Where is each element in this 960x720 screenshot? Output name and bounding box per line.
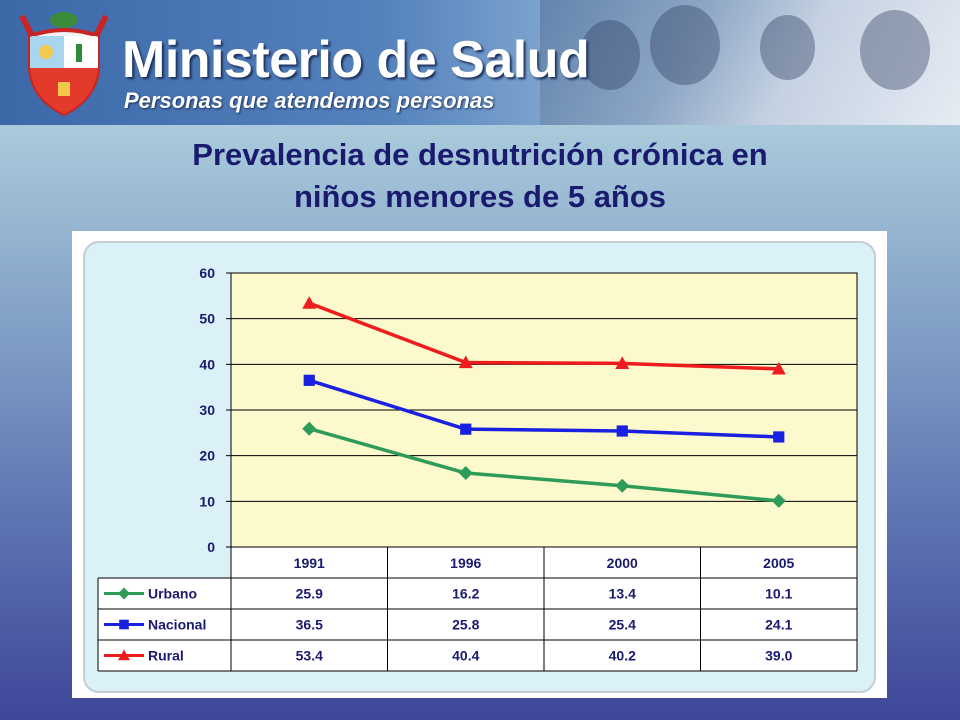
data-point-nacional <box>616 425 628 437</box>
slide-title: Prevalencia de desnutrición crónica en n… <box>0 134 960 218</box>
x-category-label: 2005 <box>763 555 794 571</box>
y-tick-label: 60 <box>199 265 215 281</box>
y-tick-label: 50 <box>199 311 215 327</box>
legend-marker-urbano <box>118 587 130 600</box>
x-category-label: 1991 <box>294 555 325 571</box>
data-point-nacional <box>303 374 315 386</box>
table-body-bg <box>98 578 857 671</box>
data-point-rural <box>458 355 473 369</box>
legend-label-rural: Rural <box>148 648 184 664</box>
data-point-urbano <box>458 466 473 481</box>
data-label: 25.8 <box>452 617 479 633</box>
data-point-nacional <box>773 431 785 443</box>
data-point-rural <box>615 356 630 370</box>
legend-label-urbano: Urbano <box>148 586 197 602</box>
data-point-nacional <box>460 423 472 435</box>
header-photo <box>540 0 960 125</box>
y-tick-label: 20 <box>199 448 215 464</box>
series-line-rural <box>308 301 779 371</box>
data-point-urbano <box>302 421 317 436</box>
y-tick-label: 10 <box>199 493 215 509</box>
ministry-name: Ministerio de Salud <box>122 31 590 89</box>
y-tick-label: 0 <box>207 539 215 555</box>
data-label: 40.4 <box>452 648 479 664</box>
data-label: 40.2 <box>609 648 636 664</box>
y-tick-label: 30 <box>199 402 215 418</box>
data-label: 25.4 <box>609 617 636 633</box>
data-label: 39.0 <box>765 648 792 664</box>
x-category-label: 1996 <box>450 555 481 571</box>
legend-label-nacional: Nacional <box>148 617 206 633</box>
data-label: 13.4 <box>609 586 636 602</box>
y-tick-label: 40 <box>199 356 215 372</box>
data-label: 16.2 <box>452 586 479 602</box>
legend-marker-nacional <box>119 619 129 630</box>
slide-title-line2: niños menores de 5 años <box>293 179 667 214</box>
ministry-tagline: Personas que atendemos personas <box>124 88 495 113</box>
data-label: 10.1 <box>765 586 792 602</box>
series-line-nacional <box>308 378 779 439</box>
data-point-rural <box>302 296 317 309</box>
data-label: 25.9 <box>296 586 323 602</box>
legend-marker-rural <box>118 649 130 661</box>
data-point-rural <box>771 361 786 375</box>
series-line-urbano <box>308 427 779 503</box>
data-point-urbano <box>615 478 630 493</box>
data-point-urbano <box>771 493 786 508</box>
slide-title-line1: Prevalencia de desnutrición crónica en <box>192 137 768 172</box>
coat-of-arms-icon <box>19 12 109 117</box>
header-banner: Ministerio de Salud Personas que atendem… <box>0 0 960 125</box>
data-label: 24.1 <box>765 617 792 633</box>
data-label: 53.4 <box>296 648 323 664</box>
data-label: 36.5 <box>296 617 323 633</box>
x-category-label: 2000 <box>607 555 638 571</box>
